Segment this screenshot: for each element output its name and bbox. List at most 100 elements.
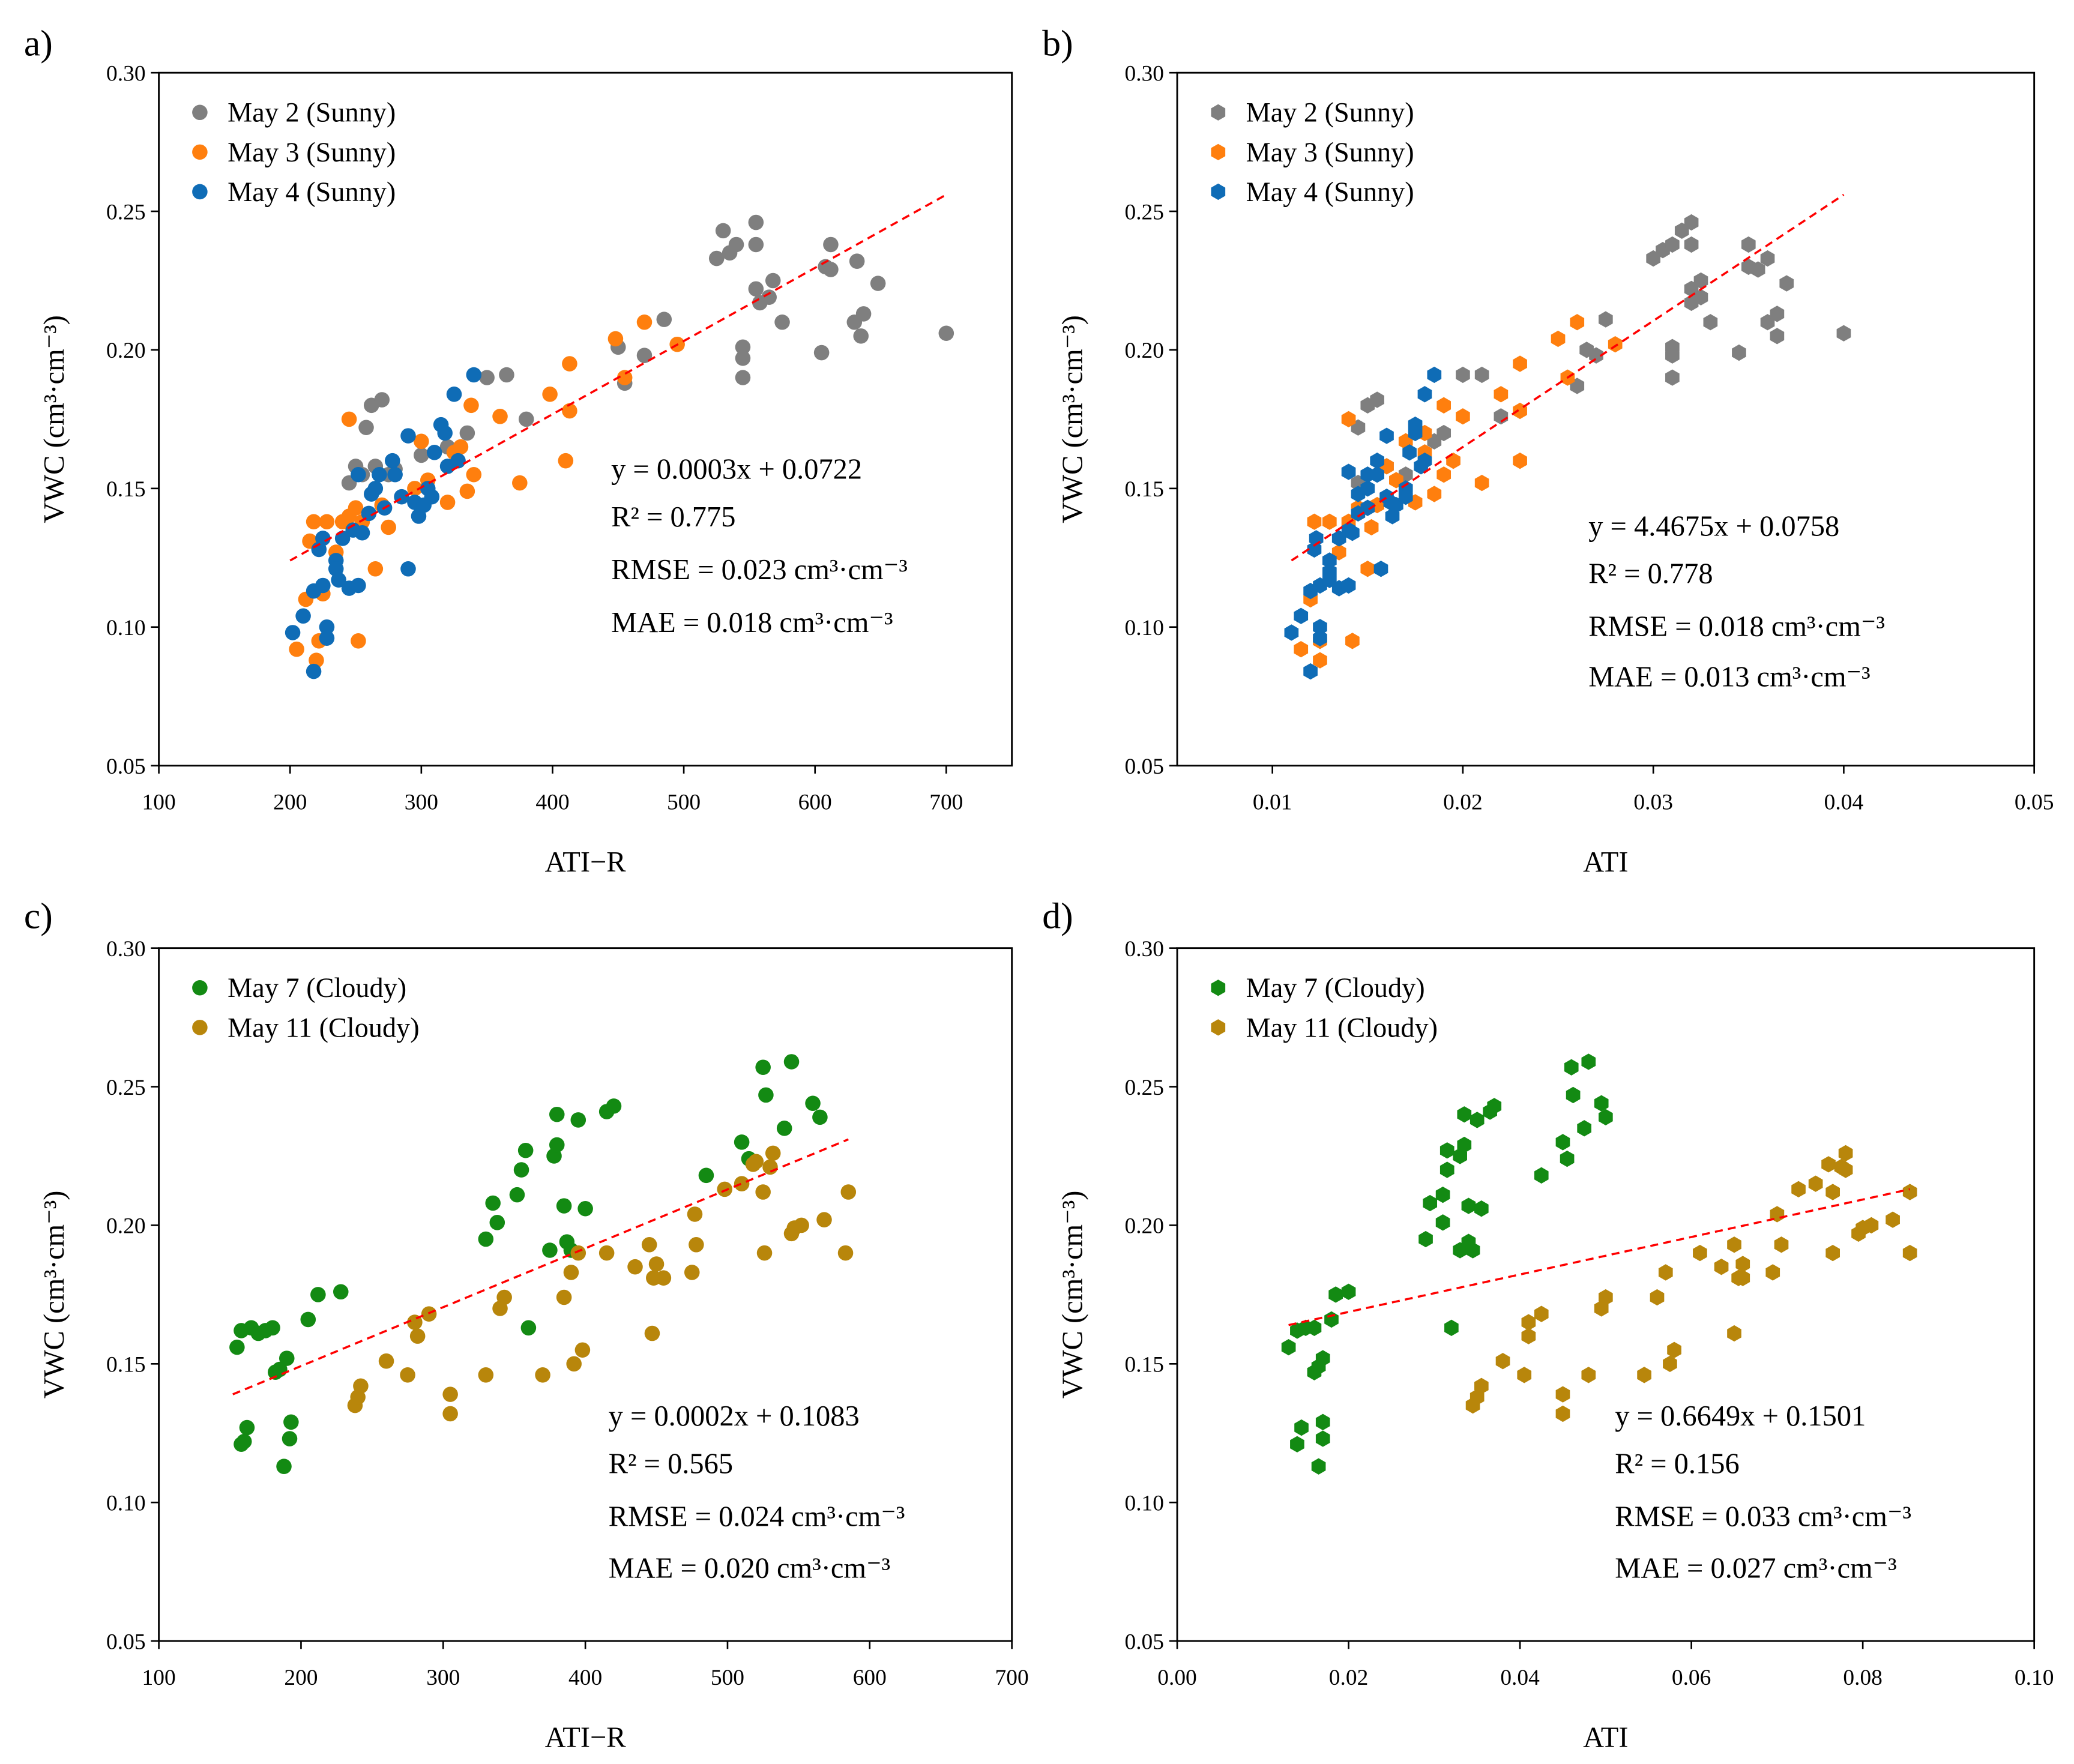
data-point xyxy=(1608,336,1623,353)
data-point xyxy=(384,453,400,469)
data-point xyxy=(1658,1264,1673,1281)
series-may-3-sunny xyxy=(1294,314,1623,669)
data-point xyxy=(1328,1286,1343,1303)
data-point xyxy=(1294,641,1309,658)
data-point xyxy=(765,1145,781,1161)
stat-annotation: MAE = 0.027 cm³·cm⁻³ xyxy=(1615,1552,1897,1584)
y-tick-label: 0.20 xyxy=(1124,1214,1164,1239)
data-point xyxy=(562,356,577,372)
data-point xyxy=(1555,1386,1570,1403)
x-tick-label: 600 xyxy=(853,1666,887,1690)
data-point xyxy=(478,1367,494,1383)
data-point xyxy=(279,1350,295,1366)
panel-label: a) xyxy=(24,23,53,64)
data-point xyxy=(1474,474,1489,492)
data-point xyxy=(1663,1355,1677,1372)
x-tick-label: 500 xyxy=(711,1666,744,1690)
data-point xyxy=(853,328,869,344)
x-tick-label: 0.01 xyxy=(1253,790,1292,814)
data-point xyxy=(542,1242,558,1258)
data-point xyxy=(1444,1319,1459,1336)
data-point xyxy=(1494,408,1509,425)
legend-marker xyxy=(192,980,208,996)
data-point xyxy=(1436,397,1451,414)
data-point xyxy=(283,1414,299,1430)
data-point xyxy=(566,1356,582,1372)
data-point xyxy=(1570,314,1585,331)
data-point xyxy=(735,351,751,366)
x-tick-label: 700 xyxy=(929,790,963,814)
stat-annotation: R² = 0.565 xyxy=(609,1448,733,1480)
series-may-3-sunny xyxy=(289,314,685,668)
legend-label: May 3 (Sunny) xyxy=(1246,137,1414,168)
data-point xyxy=(570,1245,586,1261)
data-point xyxy=(353,1378,369,1394)
data-point xyxy=(424,489,440,505)
panel-c: c) 100 200 300 400 500 600 700 0.05 0.10 0.15 0.20 0… xyxy=(24,896,1029,1754)
data-point xyxy=(1465,1242,1480,1259)
data-point xyxy=(485,1195,501,1211)
y-tick-label: 0.10 xyxy=(106,1491,146,1516)
data-point xyxy=(938,325,954,342)
data-point xyxy=(1360,561,1375,577)
data-point xyxy=(1341,1283,1356,1300)
data-point xyxy=(300,1311,316,1328)
data-point xyxy=(717,1181,733,1197)
x-tick-label: 0.00 xyxy=(1157,1666,1197,1690)
data-point xyxy=(306,663,322,679)
plot-frame xyxy=(1176,71,2036,767)
y-tick-label: 0.05 xyxy=(106,1630,146,1654)
data-point xyxy=(1315,1430,1330,1447)
data-point xyxy=(453,439,469,455)
x-tick-label: 0.02 xyxy=(1443,790,1483,814)
data-point xyxy=(783,1054,800,1070)
data-point xyxy=(446,387,462,402)
data-point xyxy=(1825,1244,1840,1262)
data-point xyxy=(315,577,331,594)
data-point xyxy=(1566,1086,1581,1104)
y-tick-label: 0.30 xyxy=(106,61,146,86)
data-point xyxy=(758,1087,774,1103)
data-point xyxy=(1436,424,1451,442)
data-point xyxy=(295,608,311,624)
data-point xyxy=(367,561,384,577)
y-tick-label: 0.05 xyxy=(1124,1630,1164,1654)
data-point xyxy=(459,483,475,499)
panel-b: b) 0.01 0.02 0.03 0.04 0.05 0.05 0.10 0.15 0.20 0.… xyxy=(1042,23,2054,878)
data-point xyxy=(1311,1458,1326,1475)
data-point xyxy=(574,1342,591,1358)
data-point xyxy=(1284,624,1299,641)
data-point xyxy=(1345,633,1360,649)
x-tick-label: 0.04 xyxy=(1500,1666,1540,1690)
y-tick-label: 0.20 xyxy=(106,339,146,363)
panel-label: d) xyxy=(1042,896,1073,937)
data-point xyxy=(562,403,577,419)
data-point xyxy=(1294,1419,1309,1436)
stat-annotation: MAE = 0.018 cm³·cm⁻³ xyxy=(611,607,893,639)
data-point xyxy=(1667,1341,1681,1358)
x-tick-label: 0.08 xyxy=(1843,1666,1883,1690)
data-point xyxy=(627,1259,643,1275)
data-point xyxy=(823,262,839,277)
series-may-7-cloudy xyxy=(229,1054,828,1474)
data-point xyxy=(1836,325,1851,342)
data-point xyxy=(1456,366,1470,384)
data-point xyxy=(1727,1325,1741,1342)
data-point xyxy=(414,447,429,463)
y-tick-label: 0.30 xyxy=(106,937,146,962)
x-tick-label: 0.05 xyxy=(2015,790,2054,814)
panel-label: c) xyxy=(24,896,53,937)
data-point xyxy=(616,370,633,385)
stat-annotation: R² = 0.775 xyxy=(611,501,735,533)
data-point xyxy=(358,420,374,436)
data-point xyxy=(1474,1377,1489,1394)
data-point xyxy=(748,281,764,297)
legend-label: May 2 (Sunny) xyxy=(1246,98,1414,128)
data-point xyxy=(1838,1145,1853,1162)
stat-annotation: y = 0.6649x + 0.1501 xyxy=(1615,1400,1866,1432)
data-point xyxy=(512,475,528,491)
data-point xyxy=(556,1198,572,1214)
data-point xyxy=(236,1433,252,1449)
data-point xyxy=(765,272,781,289)
